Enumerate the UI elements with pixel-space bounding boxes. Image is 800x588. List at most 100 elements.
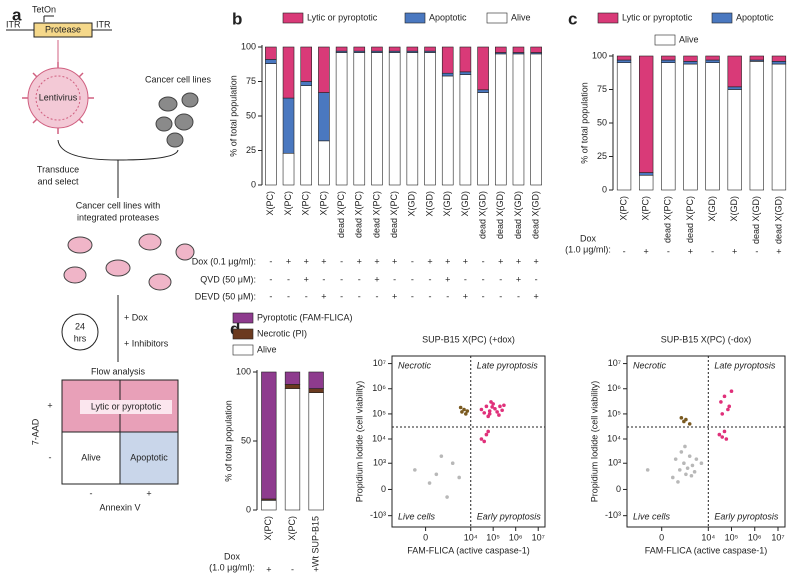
legend-label: Pyroptotic (FAM-FLICA) <box>257 312 353 322</box>
y-tick-label: 10³ <box>608 458 621 468</box>
bar-segment <box>683 61 698 65</box>
x-tick-label: X(PC) <box>641 196 651 221</box>
x-tick-label: X(PC) <box>265 191 275 216</box>
gray-cells <box>155 92 199 148</box>
bar-segment <box>661 59 676 64</box>
condition-value: + <box>286 256 291 266</box>
bar-segment <box>727 86 742 90</box>
protease-box <box>33 22 93 38</box>
scatter-point <box>724 437 729 441</box>
label: hrs <box>74 333 87 343</box>
bar-segment <box>477 89 489 93</box>
condition-value: - <box>429 291 432 301</box>
scatter-point <box>692 470 697 474</box>
y-tick-label: 0 <box>251 179 256 189</box>
scatter-point <box>479 407 484 412</box>
x-tick-label: X(PC) <box>287 516 297 541</box>
chart-title: SUP-B15 X(PC) (+dox) <box>422 334 515 344</box>
scatter-point <box>645 468 650 472</box>
legend-swatch <box>597 12 619 24</box>
bar-segment <box>530 46 542 53</box>
condition-value: - <box>291 564 294 574</box>
plot-frame <box>391 355 546 528</box>
y-tick-label: 25 <box>246 145 256 155</box>
scatter-point <box>486 414 490 419</box>
condition-value: - <box>535 274 538 284</box>
legend-label: Lytic or pyroptotic <box>622 12 693 22</box>
clock <box>61 313 99 351</box>
condition-label: (1.0 μg/ml): <box>209 562 255 572</box>
condition-value: + <box>304 274 309 284</box>
condition-value: - <box>517 291 520 301</box>
y-tick-label: 10⁴ <box>372 433 386 443</box>
label: 24 <box>75 321 85 331</box>
bar-segment <box>459 46 472 73</box>
scatter-point <box>685 466 690 470</box>
bar-segment <box>441 46 454 74</box>
quadrant-label: Early pyroptosis <box>714 511 779 521</box>
x-axis-label: FAM-FLICA (active caspase-1) <box>645 545 768 555</box>
scatter-point <box>720 435 725 439</box>
label: ITR <box>6 19 21 29</box>
bar-segment <box>261 500 277 511</box>
bar-segment <box>512 53 525 186</box>
scatter-point <box>427 481 432 485</box>
scatter-point <box>679 450 684 454</box>
condition-value: - <box>482 256 485 266</box>
legend-swatch <box>282 12 304 24</box>
bar-segment <box>749 55 764 61</box>
label: Cancer cell lines <box>145 74 212 84</box>
scatter-point <box>722 429 727 434</box>
scatter-point <box>489 400 493 404</box>
condition-value: + <box>266 564 271 574</box>
legend-label: Lytic or pyroptotic <box>307 12 378 22</box>
scatter-point <box>457 475 461 480</box>
label: + <box>146 488 151 498</box>
y-tick-label: 10⁴ <box>607 433 621 443</box>
x-tick-label: X(GD) <box>442 191 452 217</box>
label: Lentivirus <box>39 92 78 102</box>
y-axis-label: % of total population <box>579 82 589 164</box>
scatter-point <box>679 416 684 420</box>
condition-label: Dox <box>580 233 597 243</box>
scatter-point <box>458 405 463 410</box>
condition-value: - <box>667 246 670 256</box>
y-tick-label: 50 <box>241 435 251 445</box>
x-tick-label: 10⁶ <box>748 532 762 542</box>
x-tick-label: X(GD) <box>729 196 739 222</box>
x-tick-label: dead X(PC) <box>389 191 399 238</box>
condition-value: + <box>688 246 693 256</box>
bar-segment <box>616 59 632 64</box>
condition-value: - <box>340 274 343 284</box>
bar-segment <box>406 52 419 186</box>
label: Alive <box>81 452 101 462</box>
condition-value: + <box>357 256 362 266</box>
y-tick-label: 50 <box>246 110 256 120</box>
scatter-point <box>720 412 725 416</box>
bar-segment <box>477 92 489 186</box>
x-tick-label: X(GD) <box>707 196 717 222</box>
scatter-point <box>493 406 497 411</box>
y-tick-label: 100 <box>236 366 251 376</box>
y-tick-label: 0 <box>602 184 607 194</box>
bar-segment <box>318 140 330 186</box>
condition-value: + <box>498 256 503 266</box>
label: Apoptotic <box>130 452 168 462</box>
scatter-point <box>495 410 499 414</box>
quadrant-label: Necrotic <box>633 360 667 370</box>
condition-value: + <box>534 291 539 301</box>
bar-segment <box>265 59 277 64</box>
bar-segment <box>261 371 277 500</box>
bar-segment <box>661 62 676 191</box>
y-tick-label: 100 <box>592 50 607 60</box>
scatter-point <box>479 437 484 441</box>
x-tick-label: X(PC) <box>301 191 311 216</box>
label: Flow analysis <box>91 366 146 376</box>
x-tick-label: dead X(GD) <box>495 191 505 239</box>
scatter-point <box>727 404 732 409</box>
y-tick-label: 10⁶ <box>607 383 621 393</box>
bar-segment <box>530 53 542 186</box>
bar-segment <box>388 46 401 52</box>
condition-label: (1.0 μg/ml): <box>565 244 611 254</box>
condition-value: + <box>392 256 397 266</box>
